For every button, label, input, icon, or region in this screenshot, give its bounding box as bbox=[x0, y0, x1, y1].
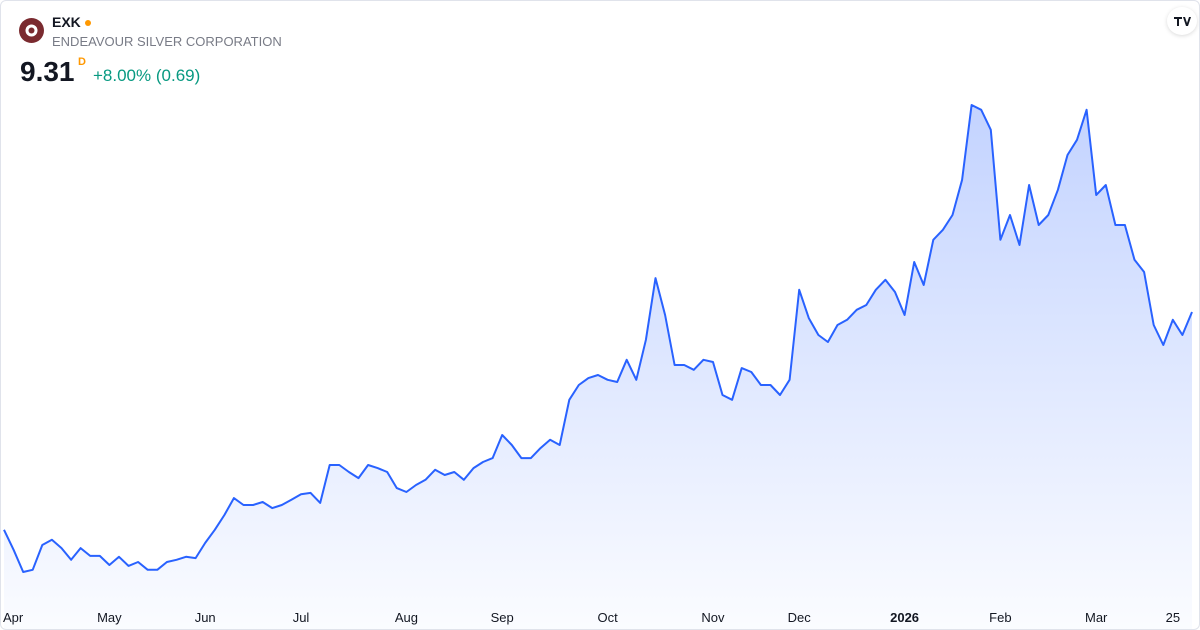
x-tick-label: Feb bbox=[989, 610, 1011, 625]
price-line bbox=[3, 104, 1193, 573]
x-tick-label: 2026 bbox=[890, 610, 919, 625]
x-tick-label: Dec bbox=[788, 610, 812, 625]
price: 9.31 bbox=[20, 56, 75, 87]
x-tick-label: May bbox=[97, 610, 122, 625]
x-tick-label: Jun bbox=[195, 610, 216, 625]
status-dot bbox=[84, 20, 91, 27]
area-fill bbox=[4, 105, 1192, 629]
x-tick-label: Aug bbox=[395, 610, 418, 625]
x-tick-label: Mar bbox=[1085, 610, 1108, 625]
x-tick-label: Nov bbox=[701, 610, 725, 625]
x-tick-label: Sep bbox=[491, 610, 514, 625]
logo bbox=[19, 18, 44, 43]
x-tick-label: 25 bbox=[1166, 610, 1180, 625]
symbol: EXK bbox=[52, 14, 81, 30]
tradingview-logo[interactable] bbox=[1167, 7, 1197, 35]
interval: D bbox=[78, 56, 86, 68]
company-name: ENDEAVOUR SILVER CORPORATION bbox=[52, 34, 282, 49]
change: +8.00% (0.69) bbox=[93, 66, 201, 85]
symbol-row: EXK bbox=[52, 14, 91, 30]
x-tick-label: Jul bbox=[293, 610, 310, 625]
tv-icon bbox=[1174, 17, 1191, 26]
logo-icon bbox=[25, 24, 38, 37]
x-tick-label: Apr bbox=[3, 610, 24, 625]
x-tick-label: Oct bbox=[597, 610, 618, 625]
